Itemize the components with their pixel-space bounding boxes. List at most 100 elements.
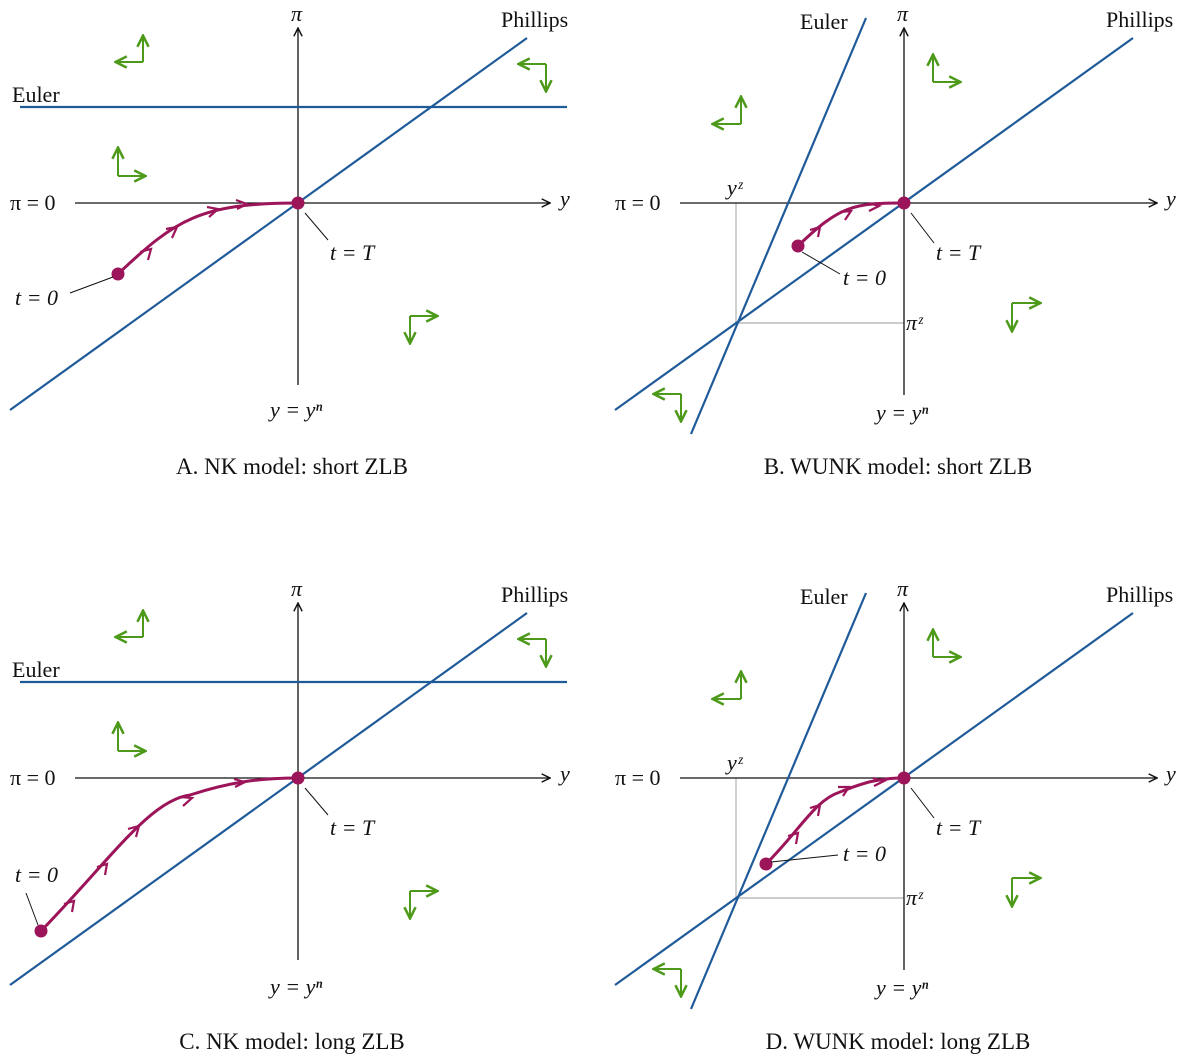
start-point: [111, 267, 125, 281]
trajectory-arrowheads: [787, 776, 888, 845]
trajectory-arrowhead: [96, 862, 109, 876]
pi-axis-label: π: [291, 576, 303, 601]
t-end-leader: [304, 212, 329, 241]
y-natural-label: y = yⁿ: [874, 975, 928, 1000]
y-z-label: yᶻ: [725, 750, 744, 775]
phillips-label: Phillips: [501, 582, 568, 607]
trajectory-path: [796, 201, 905, 248]
panel-caption: D. WUNK model: long ZLB: [766, 1029, 1031, 1054]
trajectory-arrowhead: [809, 803, 822, 817]
y-axis-label: y: [558, 186, 570, 211]
t-start-leader: [25, 892, 39, 926]
euler-label: Euler: [800, 584, 848, 609]
trajectory-arrowhead: [872, 776, 888, 787]
trajectory-arrowhead: [206, 205, 221, 218]
trajectory-arrowhead: [180, 795, 195, 807]
trajectory-path: [116, 201, 299, 276]
direction-arrow-right-down: [410, 316, 436, 342]
panel-a: π y π = 0 y = yⁿ Phillips Euler t = 0 t …: [9, 1, 570, 479]
phillips-label: Phillips: [1106, 582, 1173, 607]
panel-caption: C. NK model: long ZLB: [179, 1029, 405, 1054]
t-end-label: t = T: [330, 240, 376, 265]
trajectory-arrowhead: [787, 831, 800, 845]
trajectory-arrowhead: [235, 198, 250, 210]
trajectory-arrowhead: [809, 225, 822, 238]
panel-caption: A. NK model: short ZLB: [176, 454, 408, 479]
euler-curve: [689, 17, 868, 435]
trajectory-arrowheads: [139, 198, 250, 261]
euler-label: Euler: [12, 657, 60, 682]
direction-arrow-right-up: [933, 631, 959, 657]
euler-label: Euler: [12, 82, 60, 107]
panel-caption: B. WUNK model: short ZLB: [764, 454, 1033, 479]
y-z-label: yᶻ: [725, 175, 744, 200]
trajectory-arrowhead: [63, 899, 76, 913]
end-point: [897, 196, 911, 210]
pi-axis-label: π: [897, 576, 909, 601]
end-point: [897, 771, 911, 785]
trajectory-arrowhead: [233, 777, 249, 788]
direction-arrows: [117, 612, 546, 917]
y-natural-label: y = yⁿ: [268, 397, 322, 422]
t-start-leader: [801, 251, 841, 275]
start-point: [791, 239, 805, 253]
direction-arrow-left-down: [520, 64, 546, 90]
trajectory-arrowhead: [165, 225, 179, 239]
end-point: [291, 196, 305, 210]
phillips-curve: [9, 612, 528, 986]
pi-zero-label: π = 0: [10, 190, 56, 215]
t-start-leader: [69, 276, 114, 294]
t-end-label: t = T: [936, 240, 982, 265]
direction-arrow-left-down: [520, 639, 546, 665]
trajectory-arrowhead: [139, 247, 153, 261]
pi-zero-label: π = 0: [615, 190, 661, 215]
phillips-label: Phillips: [1106, 7, 1173, 32]
trajectory-path: [39, 776, 299, 933]
direction-arrow-left-up: [714, 673, 741, 699]
trajectory-arrowhead: [127, 824, 141, 838]
t-end-label: t = T: [330, 815, 376, 840]
panel-c: π y π = 0 y = yⁿ Phillips Euler t = 0 t …: [9, 576, 570, 1054]
phillips-curve: [9, 37, 528, 411]
pi-zero-label: π = 0: [615, 765, 661, 790]
direction-arrows: [117, 37, 546, 342]
direction-arrow-right-down: [1012, 878, 1039, 905]
trajectory-arrowhead: [838, 785, 852, 797]
direction-arrow-right-up: [118, 149, 144, 176]
t-end-leader: [910, 787, 935, 819]
t-end-label: t = T: [936, 815, 982, 840]
t-start-label: t = 0: [15, 862, 58, 887]
trajectory-arrowheads: [63, 777, 249, 913]
trajectory-arrowheads: [809, 201, 883, 238]
phillips-label: Phillips: [501, 7, 568, 32]
euler-curve: [689, 592, 868, 1010]
t-start-label: t = 0: [15, 285, 58, 310]
end-point: [291, 771, 305, 785]
y-axis-label: y: [558, 761, 570, 786]
phillips-curve: [614, 612, 1134, 986]
direction-arrow-left-down: [655, 969, 681, 995]
panel-d: π y π = 0 y = yⁿ Phillips Euler t = 0 t …: [614, 576, 1176, 1054]
start-point: [759, 857, 773, 871]
pi-z-label: πᶻ: [906, 310, 924, 335]
direction-arrow-left-up: [117, 37, 143, 62]
t-end-leader: [304, 787, 329, 816]
direction-arrow-right-up: [118, 724, 144, 751]
trajectory-arrowhead: [839, 209, 854, 221]
pi-zero-label: π = 0: [10, 765, 56, 790]
direction-arrow-left-down: [655, 394, 681, 420]
direction-arrow-left-up: [714, 98, 741, 124]
t-start-label: t = 0: [843, 841, 886, 866]
y-natural-label: y = yⁿ: [874, 400, 928, 425]
t-start-leader: [770, 854, 839, 863]
direction-arrow-right-down: [1012, 303, 1039, 330]
t-end-leader: [910, 212, 935, 244]
t-start-label: t = 0: [843, 265, 886, 290]
panel-b: π y π = 0 y = yⁿ Phillips Euler t = 0 t …: [614, 1, 1176, 479]
y-axis-label: y: [1164, 761, 1176, 786]
y-natural-label: y = yⁿ: [268, 974, 322, 999]
direction-arrow-left-up: [117, 612, 143, 637]
direction-arrow-right-down: [410, 891, 436, 917]
direction-arrows: [655, 631, 1039, 995]
